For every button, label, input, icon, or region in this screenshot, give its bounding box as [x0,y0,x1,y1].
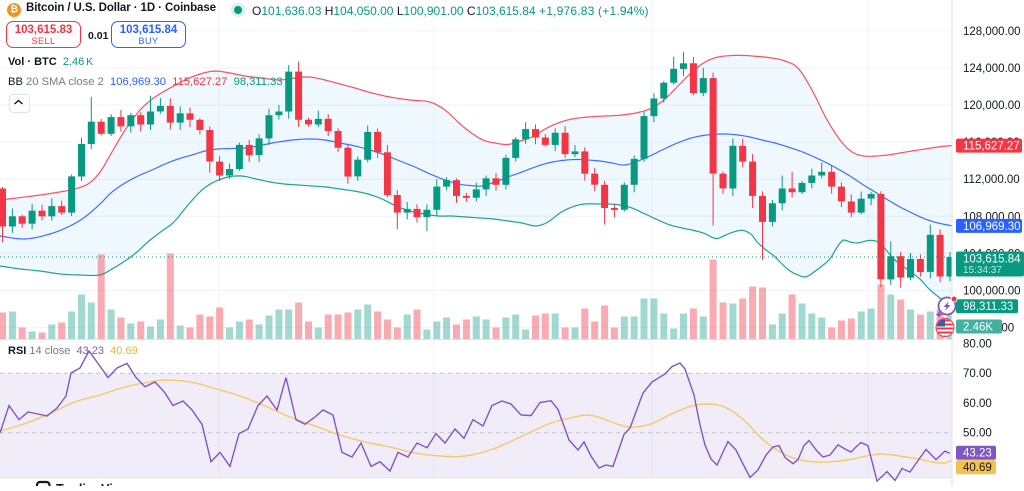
svg-text:112,000.00: 112,000.00 [963,174,1020,186]
svg-text:50.00: 50.00 [963,428,992,440]
svg-text:60.00: 60.00 [963,398,992,410]
svg-text:98,311.33: 98,311.33 [963,301,1013,313]
svg-text:120,000.00: 120,000.00 [963,100,1021,112]
svg-text:115,627.27: 115,627.27 [963,141,1020,153]
svg-text:70.00: 70.00 [963,368,992,380]
svg-text:15:34:37: 15:34:37 [963,265,1002,276]
svg-text:106,969.30: 106,969.30 [963,221,1021,233]
svg-text:80.00: 80.00 [963,339,992,351]
svg-text:TradingView: TradingView [56,482,130,486]
svg-text:43.23: 43.23 [963,448,992,460]
svg-text:128,000.00: 128,000.00 [963,26,1021,38]
svg-text:2.46K: 2.46K [963,322,993,334]
svg-text:103,615.84: 103,615.84 [963,254,1021,266]
svg-text:100,000.00: 100,000.00 [963,286,1021,298]
svg-text:124,000.00: 124,000.00 [963,63,1021,75]
svg-text:40.69: 40.69 [963,462,992,474]
